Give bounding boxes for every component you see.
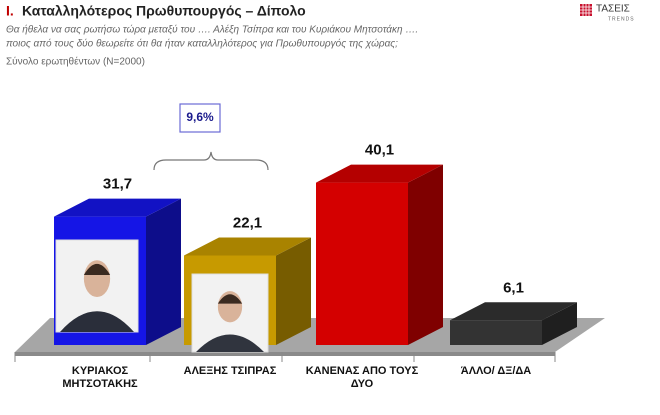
photo-hair	[217, 294, 243, 304]
category-label: ΚΑΝΕΝΑΣ ΑΠΟ ΤΟΥΣ ΔΥΟ	[305, 365, 419, 390]
value-label: 22,1	[233, 214, 262, 231]
subtitle: Θα ήθελα να σας ρωτήσω τώρα μεταξύ του ……	[6, 24, 418, 36]
category-label: ΆΛΛΟ/ ΔΞ/ΔΑ	[460, 365, 532, 377]
value-label: 31,7	[103, 176, 132, 193]
bar	[450, 302, 577, 345]
bracket	[153, 151, 269, 171]
title-number: Ι.	[6, 3, 14, 19]
bar-top	[184, 237, 311, 256]
subtitle: ποιος από τους δύο θεωρείτε ότι θα ήταν …	[6, 38, 398, 50]
value-label: 40,1	[365, 142, 394, 159]
bar	[316, 164, 443, 345]
bar-front	[316, 182, 408, 345]
logo-tagline: TRENDS	[608, 16, 635, 22]
bar-side	[542, 302, 577, 345]
floor-edge	[15, 352, 555, 356]
value-label: 6,1	[503, 279, 524, 296]
bar-top	[316, 164, 443, 183]
annotation: 9,6%	[186, 110, 214, 124]
bar-front	[450, 320, 542, 345]
note: Σύνολο ερωτηθέντων (N=2000)	[6, 56, 145, 68]
logo-name: ΤΑΣΕΙΣ	[596, 4, 630, 15]
bar-top	[450, 302, 577, 321]
chart-title: Καταλληλότερος Πρωθυπουργός – Δίπολο	[22, 3, 306, 19]
category-label: ΑΛΕΞΗΣ ΤΣΙΠΡΑΣ	[183, 365, 277, 377]
photo-hair	[83, 263, 111, 275]
bar-top	[54, 198, 181, 217]
logo-grid	[580, 4, 592, 16]
photo-figure	[196, 334, 264, 352]
annotation-box	[179, 103, 221, 133]
logo: ΤΑΣΕΙΣ TRENDS	[580, 4, 635, 22]
photo-figure	[60, 311, 134, 332]
bar-side	[276, 237, 311, 345]
bar-side	[146, 198, 181, 345]
category-label: ΚΥΡΙΑΚΟΣ ΜΗΤΣΟΤΑΚΗΣ	[62, 365, 138, 390]
bar-side	[408, 164, 443, 345]
